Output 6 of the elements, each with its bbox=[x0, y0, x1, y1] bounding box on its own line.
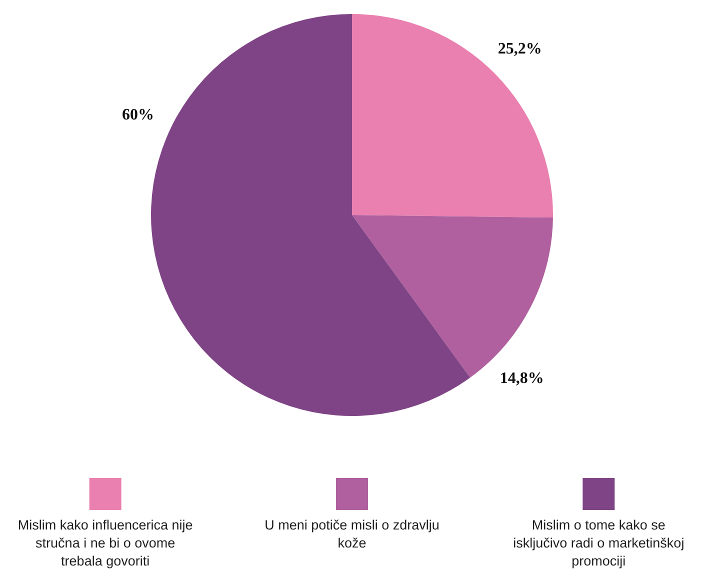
legend-label: Mislim o tome kako se isključivo radi o marketinškoj promociji bbox=[513, 518, 684, 569]
data-label: 60% bbox=[122, 106, 154, 124]
legend-label: U meni potiče misli o zdravlju kože bbox=[264, 518, 440, 551]
data-label: 25,2% bbox=[498, 40, 542, 58]
data-label: 14,8% bbox=[500, 370, 544, 388]
legend-label: Mislim kako influencerica nije stručna i ne bi o ovome trebala govoriti bbox=[18, 518, 193, 569]
